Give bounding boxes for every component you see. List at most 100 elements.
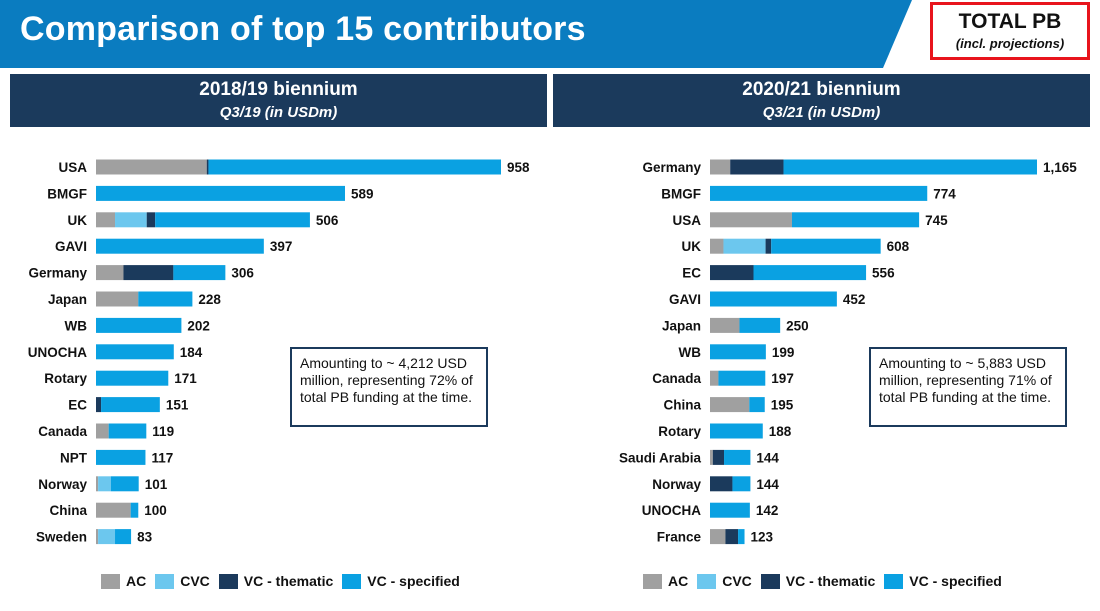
- bar-segment-norway-vc-specified: [732, 476, 751, 492]
- chart-2020-21-biennium: Germany 1,165 BMGF 774 USA 745 UK 608 EC 556 GAVI 4…: [619, 159, 1077, 545]
- bar-segment-saudi-arabia-ac: [710, 449, 713, 465]
- bar-segment-germany-vc-thematic: [730, 159, 784, 175]
- value-label-uk: 608: [887, 239, 910, 254]
- legend-label-cvc: CVC: [722, 573, 752, 589]
- category-label-unocha: UNOCHA: [642, 503, 701, 518]
- category-label-usa: USA: [58, 160, 87, 175]
- bar-segment-uk-vc-specified: [771, 238, 881, 254]
- bar-segment-germany-vc-specified: [783, 159, 1037, 175]
- bar-segment-usa-vc-thematic: [206, 159, 209, 175]
- legend-item-vc-specified: VC - specified: [884, 573, 1002, 589]
- category-label-canada: Canada: [652, 371, 701, 386]
- value-label-norway: 101: [145, 477, 168, 492]
- bar-segment-germany-vc-thematic: [123, 265, 174, 281]
- value-label-npt: 117: [151, 450, 173, 465]
- bar-segment-uk-vc-thematic: [765, 238, 772, 254]
- category-label-uk: UK: [682, 239, 702, 254]
- bar-segment-japan-vc-specified: [739, 317, 781, 333]
- bar-segment-usa-ac: [96, 159, 207, 175]
- legend-item-vc-specified: VC - specified: [342, 573, 460, 589]
- category-label-rotary: Rotary: [658, 424, 701, 439]
- bar-segment-gavi-vc-specified: [96, 238, 264, 254]
- category-label-wb: WB: [679, 345, 702, 360]
- panel-title-2020-21: 2020/21 biennium: [742, 79, 901, 100]
- bar-segment-canada-ac: [96, 423, 109, 439]
- bar-segment-unocha-vc-specified: [96, 344, 174, 360]
- header-banner: [0, 0, 912, 68]
- bar-segment-unocha-vc-specified: [710, 502, 750, 518]
- bar-segment-saudi-arabia-vc-thematic: [712, 449, 725, 465]
- legend-swatch-vc-specified: [884, 573, 904, 589]
- category-label-japan: Japan: [48, 292, 87, 307]
- bar-segment-germany-vc-specified: [173, 265, 226, 281]
- bar-segment-saudi-arabia-vc-specified: [724, 449, 751, 465]
- legend-label-ac: AC: [126, 573, 147, 589]
- value-label-gavi: 452: [843, 292, 866, 307]
- category-label-ec: EC: [68, 398, 87, 413]
- category-label-usa: USA: [672, 213, 701, 228]
- legend-2018-19: AC CVC VC - thematic VC - specified: [101, 572, 469, 590]
- bar-segment-usa-vc-specified: [791, 212, 920, 228]
- legend-2020-21: AC CVC VC - thematic VC - specified: [643, 572, 1011, 590]
- bar-segment-norway-cvc: [98, 476, 111, 492]
- bar-segment-wb-vc-specified: [710, 344, 766, 360]
- category-label-sweden: Sweden: [36, 530, 87, 545]
- value-label-uk: 506: [316, 213, 339, 228]
- bar-segment-ec-vc-thematic: [96, 397, 102, 413]
- value-label-wb: 199: [772, 345, 795, 360]
- bar-segment-japan-ac: [710, 317, 740, 333]
- legend-label-ac: AC: [668, 573, 689, 589]
- bar-segment-uk-ac: [710, 238, 724, 254]
- total-pb-subtitle: (incl. projections): [955, 36, 1065, 51]
- bar-segment-germany-ac: [710, 159, 731, 175]
- value-label-canada: 197: [771, 371, 794, 386]
- bar-segment-ec-vc-thematic: [710, 265, 754, 281]
- category-label-saudi-arabia: Saudi Arabia: [619, 450, 702, 465]
- bar-segment-rotary-vc-specified: [96, 370, 169, 386]
- panel-subtitle-2020-21: Q3/21 (in USDm): [762, 104, 881, 121]
- bar-segment-usa-ac: [710, 212, 792, 228]
- bar-segment-china-ac: [710, 397, 750, 413]
- value-label-ec: 556: [872, 266, 895, 281]
- category-label-bmgf: BMGF: [47, 186, 87, 201]
- category-label-japan: Japan: [662, 318, 701, 333]
- bar-segment-gavi-vc-specified: [710, 291, 837, 307]
- bar-segment-uk-cvc: [723, 238, 766, 254]
- bar-segment-canada-vc-specified: [718, 370, 766, 386]
- legend-label-cvc: CVC: [180, 573, 210, 589]
- bar-segment-china-vc-specified: [749, 397, 765, 413]
- value-label-canada: 119: [152, 424, 174, 439]
- bar-segment-china-ac: [96, 502, 131, 518]
- legend-swatch-ac: [643, 573, 662, 589]
- legend-item-vc-thematic: VC - thematic: [760, 573, 875, 589]
- value-label-bmgf: 589: [351, 186, 374, 201]
- value-label-rotary: 188: [769, 424, 792, 439]
- value-label-ec: 151: [166, 398, 189, 413]
- legend-swatch-cvc: [697, 573, 717, 589]
- category-label-germany: Germany: [642, 160, 701, 175]
- bar-segment-uk-ac: [96, 212, 116, 228]
- bar-segment-japan-ac: [96, 291, 139, 307]
- bar-segment-germany-ac: [96, 265, 124, 281]
- value-label-france: 123: [751, 530, 774, 545]
- category-label-germany: Germany: [28, 266, 87, 281]
- value-label-bmgf: 774: [933, 186, 956, 201]
- value-label-sweden: 83: [137, 530, 153, 545]
- summary-note-2018-19: Amounting to ~ 4,212 USD million, repres…: [290, 347, 488, 427]
- legend-item-ac: AC: [643, 573, 688, 589]
- legend-label-vc-specified: VC - specified: [909, 573, 1002, 589]
- value-label-saudi-arabia: 144: [756, 450, 779, 465]
- bar-segment-canada-vc-specified: [108, 423, 147, 439]
- bar-segment-npt-vc-specified: [96, 449, 146, 465]
- bar-segment-canada-ac: [710, 370, 719, 386]
- bar-segment-bmgf-vc-specified: [710, 185, 928, 201]
- value-label-rotary: 171: [174, 371, 197, 386]
- category-label-gavi: GAVI: [669, 292, 701, 307]
- value-label-japan: 250: [786, 318, 809, 333]
- bar-segment-uk-vc-thematic: [146, 212, 156, 228]
- value-label-china: 100: [144, 503, 167, 518]
- legend-item-vc-thematic: VC - thematic: [218, 573, 333, 589]
- category-label-canada: Canada: [38, 424, 87, 439]
- bar-segment-ec-vc-specified: [753, 265, 867, 281]
